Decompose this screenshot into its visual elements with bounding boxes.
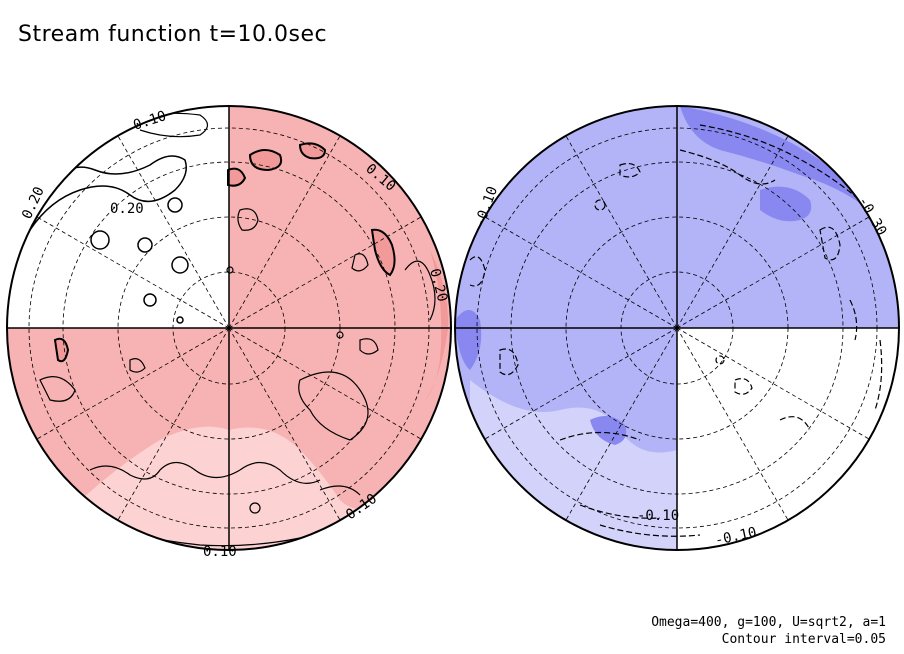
- left-globe-meridian: [117, 135, 230, 329]
- right-globe-dark-blob: [590, 416, 627, 445]
- left-globe-contour-blob: [167, 197, 183, 213]
- left-globe-contour-line: [359, 338, 379, 355]
- right-globe-meridian: [676, 327, 870, 440]
- left-globe-contour-line: [226, 266, 234, 274]
- right-globe-contour-line: [559, 431, 641, 441]
- right-globe-dark-edge: [680, 106, 880, 220]
- left-globe-meridian: [228, 327, 422, 440]
- left-globe-contour-blob: [248, 149, 283, 172]
- right-globe-dark-blob: [455, 310, 482, 370]
- left-globe-meridian: [117, 327, 230, 521]
- right-globe-contour-line: [715, 355, 725, 365]
- right-globe-contour-line: [679, 149, 776, 185]
- left-globe-contour-blob: [53, 337, 70, 363]
- left-globe-ne-quadrant: [229, 106, 451, 328]
- right-globe-meridian: [484, 216, 678, 329]
- right-globe-contour-line: [819, 226, 841, 261]
- right-globe-contour-line: [734, 378, 753, 395]
- right-globe-contour-line: [579, 504, 661, 519]
- parameters-text: Omega=400, g=100, U=sqrt2, a=1: [651, 615, 886, 630]
- left-globe-contour-blob: [227, 167, 247, 187]
- left-globe-contour-line: [239, 461, 321, 484]
- left-globe-dark-edge: [425, 250, 449, 400]
- left-globe-contour-blob: [171, 256, 189, 274]
- left-globe: 0.10 0.20 0.20 0.10 0.20 0.10 0.10: [6, 105, 452, 560]
- left-globe-contour-blob: [143, 293, 157, 307]
- right-globe-se-quadrant: [677, 328, 899, 550]
- left-globe-label: 0.20: [110, 201, 144, 217]
- left-globe-contour-line: [351, 253, 369, 272]
- right-globe-label: -0.10: [637, 508, 679, 524]
- left-globe-contour-line: [249, 502, 261, 514]
- right-globe-contour-line: [874, 339, 883, 411]
- left-globe-label: 0.10: [203, 544, 237, 560]
- left-globe-meridian: [228, 135, 341, 329]
- right-globe-contour-line: [594, 199, 606, 211]
- right-globe-contour-line: [619, 162, 641, 178]
- contour-interval-text: Contour interval=0.05: [721, 632, 886, 647]
- chart-title: Stream function t=10.0sec: [18, 22, 328, 47]
- left-globe-meridian: [36, 327, 230, 440]
- right-globe-contour-line: [849, 299, 858, 341]
- left-globe-contour-line: [336, 331, 344, 339]
- left-globe-contour-blob: [298, 142, 327, 160]
- right-globe-contour-line: [469, 256, 486, 287]
- right-globe: -0.10 -0.30 -0.10 -0.10: [454, 105, 900, 551]
- left-globe-contour-line: [129, 358, 146, 373]
- left-globe-contour-line: [89, 461, 241, 480]
- left-globe-outline: [6, 105, 452, 551]
- right-globe-contour-line: [499, 348, 519, 376]
- left-globe-contour-line: [319, 485, 361, 496]
- right-globe-meridian: [565, 327, 678, 521]
- right-globe-dark-blob: [760, 186, 812, 222]
- right-globe-meridian: [676, 135, 789, 329]
- left-globe-meridian: [228, 327, 341, 521]
- left-globe-contour-blob: [137, 237, 153, 253]
- right-globe-contour-line: [699, 124, 871, 211]
- right-globe-meridian: [676, 216, 870, 329]
- right-globe-meridian: [484, 327, 678, 440]
- left-globe-meridian: [36, 216, 230, 329]
- right-globe-meridian: [565, 135, 678, 329]
- left-globe-contour-line: [237, 208, 259, 231]
- left-globe-contour-blob: [176, 316, 184, 324]
- left-globe-contour-blob: [90, 230, 110, 250]
- left-globe-contour-blob: [370, 228, 396, 277]
- left-globe-contour-line: [298, 371, 369, 441]
- left-globe-contour-line: [404, 260, 436, 321]
- right-globe-outline: [454, 105, 900, 551]
- right-globe-contour-line: [779, 416, 811, 431]
- right-globe-contour-line: [599, 524, 701, 537]
- left-globe-meridian: [228, 216, 422, 329]
- right-globe-meridian: [676, 327, 789, 521]
